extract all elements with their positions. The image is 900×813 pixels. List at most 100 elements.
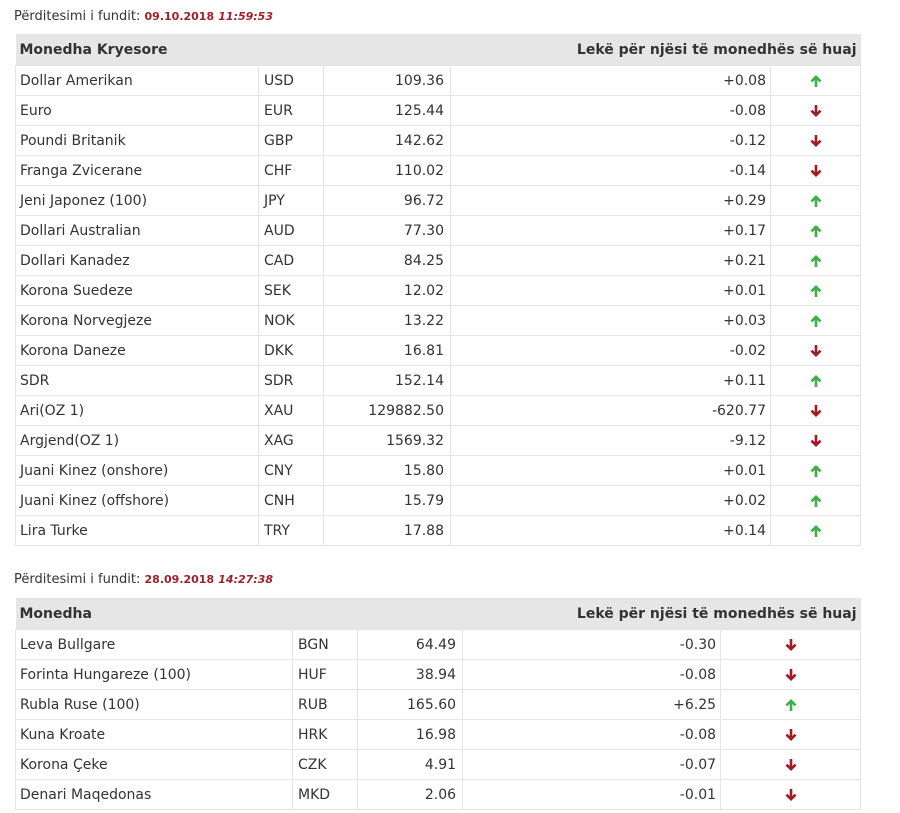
trend-cell [720,659,862,690]
currency-name: Dollari Australian [15,215,259,246]
trend-cell [720,719,862,750]
currency-code: TRY [258,515,324,546]
currency-name: Franga Zvicerane [15,155,259,186]
arrow-up-icon [809,73,823,89]
trend-cell [770,65,861,96]
exchange-rate: 15.79 [323,485,451,516]
currency-code: JPY [258,185,324,216]
arrow-down-icon [809,433,823,449]
rate-change: -0.02 [450,335,771,366]
table-row: Jeni Japonez (100) JPY 96.72 +0.29 [15,185,861,216]
other-currencies-table: Monedha Lekë për njësi të monedhës së hu… [15,598,862,810]
rate-change: -0.14 [450,155,771,186]
currency-name: Leva Bullgare [15,629,293,660]
last-update-time: 14:27:38 [218,573,273,586]
table-row: Juani Kinez (offshore) CNH 15.79 +0.02 [15,485,861,516]
table-row: Forinta Hungareze (100) HUF 38.94 -0.08 [15,659,862,690]
table-row: Dollari Australian AUD 77.30 +0.17 [15,215,861,246]
trend-cell [770,215,861,246]
exchange-rate: 17.88 [323,515,451,546]
exchange-rate: 2.06 [356,779,464,810]
rate-change: -0.30 [462,629,722,660]
rate-change: +0.02 [450,485,771,516]
trend-cell [770,95,861,126]
exchange-rate: 84.25 [323,245,451,276]
currency-name: Denari Maqedonas [15,779,293,810]
arrow-up-icon [809,313,823,329]
table-row: Denari Maqedonas MKD 2.06 -0.01 [15,779,862,810]
currency-name: Lira Turke [15,515,259,546]
table-header-rate: Lekë për njësi të monedhës së huaj [462,598,861,630]
last-update-1: Përditesimi i fundit: 09.10.2018 11:59:5… [14,9,273,24]
currency-code: EUR [258,95,324,126]
currency-name: Juani Kinez (offshore) [15,485,259,516]
exchange-rate: 13.22 [323,305,451,336]
table-row: Leva Bullgare BGN 64.49 -0.30 [15,629,862,660]
exchange-rate: 1569.32 [323,425,451,456]
arrow-up-icon [809,283,823,299]
currency-code: CNY [258,455,324,486]
trend-cell [770,515,861,546]
table-header: Monedha Lekë për njësi të monedhës së hu… [15,598,861,630]
currency-code: HRK [292,719,358,750]
table-header-currency: Monedha [15,598,463,630]
table-row: SDR SDR 152.14 +0.11 [15,365,861,396]
main-currencies-table: Monedha Kryesore Lekë për njësi të moned… [15,34,861,546]
arrow-down-icon [784,667,798,683]
currency-name: Korona Norvegjeze [15,305,259,336]
arrow-up-icon [809,193,823,209]
exchange-rate: 16.98 [356,719,464,750]
currency-name: Jeni Japonez (100) [15,185,259,216]
currency-code: AUD [258,215,324,246]
exchange-rate: 38.94 [356,659,464,690]
rate-change: -0.08 [450,95,771,126]
currency-name: Rubla Ruse (100) [15,689,293,720]
trend-cell [720,749,862,780]
trend-cell [770,305,861,336]
arrow-down-icon [809,343,823,359]
exchange-rate: 4.91 [356,749,464,780]
trend-cell [770,425,861,456]
table-row: Korona Suedeze SEK 12.02 +0.01 [15,275,861,306]
table-row: Korona Çeke CZK 4.91 -0.07 [15,749,862,780]
trend-cell [770,395,861,426]
trend-cell [770,245,861,276]
rate-change: -0.08 [462,659,722,690]
rate-change: -0.08 [462,719,722,750]
arrow-down-icon [784,637,798,653]
trend-cell [770,335,861,366]
rate-change: +0.08 [450,65,771,96]
exchange-rate: 152.14 [323,365,451,396]
arrow-down-icon [809,403,823,419]
rate-change: +0.03 [450,305,771,336]
currency-name: Dollari Kanadez [15,245,259,276]
arrow-down-icon [809,103,823,119]
table-row: Argjend(OZ 1) XAG 1569.32 -9.12 [15,425,861,456]
arrow-down-icon [784,727,798,743]
table-row: Franga Zvicerane CHF 110.02 -0.14 [15,155,861,186]
exchange-rate: 15.80 [323,455,451,486]
currency-code: HUF [292,659,358,690]
last-update-time: 11:59:53 [218,10,273,23]
exchange-rate: 142.62 [323,125,451,156]
arrow-down-icon [809,133,823,149]
table-row: Lira Turke TRY 17.88 +0.14 [15,515,861,546]
rate-change: +0.17 [450,215,771,246]
currency-name: Dollar Amerikan [15,65,259,96]
trend-cell [720,689,862,720]
table-header: Monedha Kryesore Lekë për njësi të moned… [15,34,861,66]
currency-code: USD [258,65,324,96]
rate-change: -0.07 [462,749,722,780]
rate-change: +0.11 [450,365,771,396]
table-row: Dollari Kanadez CAD 84.25 +0.21 [15,245,861,276]
trend-cell [720,779,862,810]
trend-cell [770,455,861,486]
table-row: Rubla Ruse (100) RUB 165.60 +6.25 [15,689,862,720]
table-row: Korona Daneze DKK 16.81 -0.02 [15,335,861,366]
exchange-rate: 165.60 [356,689,464,720]
exchange-rate: 129882.50 [323,395,451,426]
exchange-rate: 12.02 [323,275,451,306]
currency-code: CAD [258,245,324,276]
last-update-label: Përditesimi i fundit: [14,572,141,587]
table-header-rate: Lekë për njësi të monedhës së huaj [450,34,861,66]
